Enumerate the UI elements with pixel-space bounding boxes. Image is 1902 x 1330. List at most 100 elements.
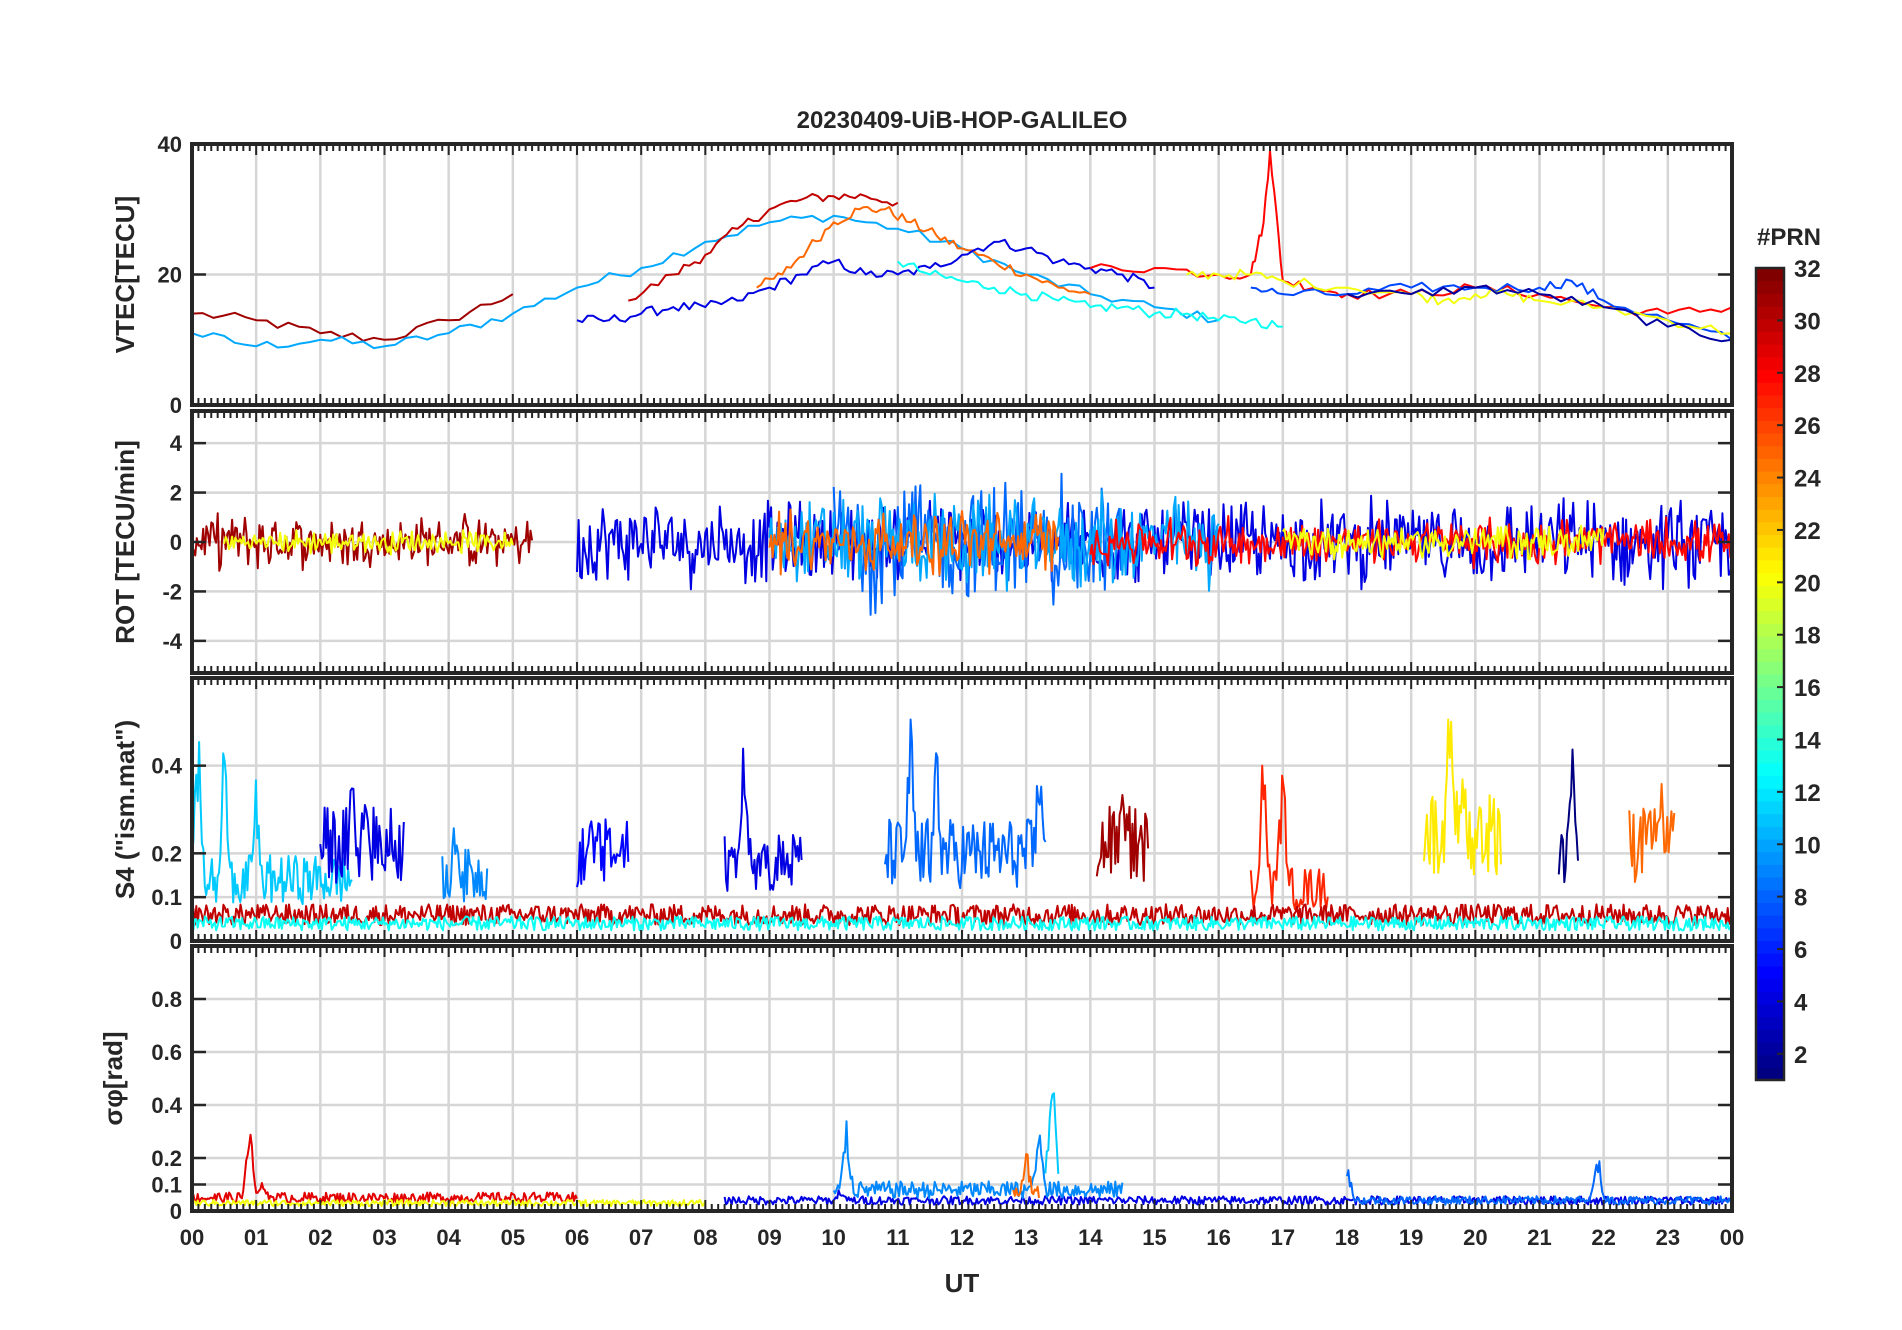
colorbar-segment [1756, 1029, 1784, 1043]
xtick-label: 04 [436, 1225, 461, 1250]
colorbar-segment [1756, 521, 1784, 536]
s4-series-prn-21-8 [1423, 718, 1502, 876]
xtick-label: 10 [821, 1225, 845, 1250]
colorbar-segment [1756, 356, 1784, 371]
chart-title: 20230409-UiB-HOP-GALILEO [797, 107, 1128, 134]
colorbar-segment [1756, 889, 1784, 903]
panel-s4: 0 0.1 0.2 0.4 S4 ("ism.mat") [110, 676, 1734, 954]
colorbar-segment [1756, 661, 1784, 675]
colorbar-segment [1756, 902, 1784, 916]
xtick-label: 15 [1142, 1225, 1166, 1250]
sigma-ytick-label: 0.6 [151, 1040, 182, 1065]
rot-series-prn-25-5 [768, 508, 1060, 576]
colorbar-segment [1756, 496, 1784, 510]
colorbar-segment [1756, 293, 1784, 307]
xtick-label: 19 [1399, 1225, 1423, 1250]
colorbar-tick-label: 22 [1794, 518, 1821, 545]
colorbar-segment [1756, 877, 1784, 891]
colorbar-segment [1756, 1067, 1784, 1081]
s4-data [192, 718, 1732, 932]
colorbar-tick-label: 2 [1794, 1042, 1807, 1069]
xtick-label: 16 [1206, 1225, 1230, 1250]
colorbar-segment [1756, 699, 1784, 713]
sigma-series-prn-11-4 [1044, 1092, 1060, 1174]
vtec-series-prn-25-3 [756, 206, 1091, 296]
panel-sigma: 00.10.2 0.4 0.6 0.8 σφ[rad] [98, 944, 1734, 1224]
s4-series-prn-4-4 [723, 747, 803, 892]
vtec-ylabel: VTEC[TECU] [110, 196, 140, 353]
colorbar-segment [1756, 432, 1784, 447]
colorbar-tick-label: 16 [1794, 675, 1821, 702]
vtec-series-prn-31-0 [192, 293, 514, 342]
colorbar-segment [1756, 737, 1784, 751]
vtec-ytick-label: 40 [158, 132, 182, 157]
colorbar-segment [1756, 572, 1784, 586]
colorbar-segment [1756, 407, 1784, 421]
s4-series-prn-27-7 [1249, 764, 1329, 910]
vtec-series-prn-4-4 [576, 238, 1155, 324]
sigma-ylabel: σφ[rad] [98, 1031, 128, 1125]
s4-series-prn-25-10 [1628, 783, 1676, 883]
colorbar-segment [1756, 864, 1784, 878]
xtick-label: 02 [308, 1225, 332, 1250]
xtick-label: 01 [244, 1225, 268, 1250]
colorbar-segment [1756, 813, 1784, 827]
colorbar-segment [1756, 800, 1784, 815]
colorbar-segment [1756, 1003, 1784, 1018]
colorbar-segment [1756, 458, 1784, 472]
colorbar-tick-label: 24 [1794, 466, 1821, 493]
xtick-label: 00 [1720, 1225, 1744, 1250]
colorbar-segment [1756, 369, 1784, 383]
colorbar-segment [1756, 585, 1784, 599]
x-axis-label: UT [945, 1268, 980, 1298]
colorbar-segment [1756, 1054, 1784, 1068]
colorbar-segment [1756, 712, 1784, 726]
s4-ytick-label: 0 [170, 929, 182, 954]
colorbar-tick-label: 14 [1794, 727, 1821, 754]
colorbar-segment [1756, 927, 1784, 942]
s4-series-prn-9-2 [441, 827, 489, 903]
colorbar-segment [1756, 344, 1784, 358]
vtec-series-prn-10-1 [192, 214, 1219, 350]
sigma-ytick-label: 0.4 [151, 1093, 182, 1118]
colorbar-segment [1756, 306, 1784, 320]
xtick-label: 08 [693, 1225, 717, 1250]
s4-series-prn-11-0 [192, 741, 353, 906]
colorbar-segment [1756, 382, 1784, 396]
colorbar-tick-label: 12 [1794, 780, 1821, 807]
colorbar-segment [1756, 268, 1784, 282]
rot-ytick-label: -4 [162, 629, 182, 654]
colorbar-segment [1756, 724, 1784, 739]
colorbar-segment [1756, 420, 1784, 434]
s4-series-prn-1-9 [1557, 748, 1579, 884]
xtick-label: 14 [1078, 1225, 1103, 1250]
s4-series-prn-13-12 [192, 915, 1732, 932]
rot-ytick-label: 0 [170, 530, 182, 555]
sigma-ytick-label: 0 [170, 1199, 182, 1224]
xtick-label: 18 [1335, 1225, 1359, 1250]
colorbar-segment [1756, 597, 1784, 612]
colorbar-frame [1754, 266, 1786, 1082]
colorbar-tick-label: 10 [1794, 832, 1821, 859]
sigma-ytick-label: 0.8 [151, 987, 182, 1012]
colorbar-tick-label: 32 [1794, 256, 1821, 283]
colorbar-segment [1756, 534, 1784, 548]
vtec-series-prn-13-5 [897, 260, 1283, 330]
colorbar-segment [1756, 686, 1784, 700]
xtick-label: 20 [1463, 1225, 1487, 1250]
xtick-label: 17 [1271, 1225, 1295, 1250]
rot-ylabel: ROT [TECU/min] [110, 440, 140, 644]
xtick-label: 21 [1527, 1225, 1551, 1250]
colorbar-segment [1756, 978, 1784, 992]
vtec-data [192, 149, 1732, 350]
s4-series-prn-5-3 [576, 818, 630, 888]
rot-series-prn-20-1 [223, 529, 514, 556]
xtick-label: 11 [886, 1225, 909, 1250]
s4-series-prn-4-1 [319, 787, 405, 884]
sigma-series-prn-9-3 [832, 1120, 1124, 1200]
sigma-series-prn-25-5 [1012, 1153, 1040, 1199]
xtick-label: 23 [1656, 1225, 1680, 1250]
colorbar-segment [1756, 991, 1784, 1005]
